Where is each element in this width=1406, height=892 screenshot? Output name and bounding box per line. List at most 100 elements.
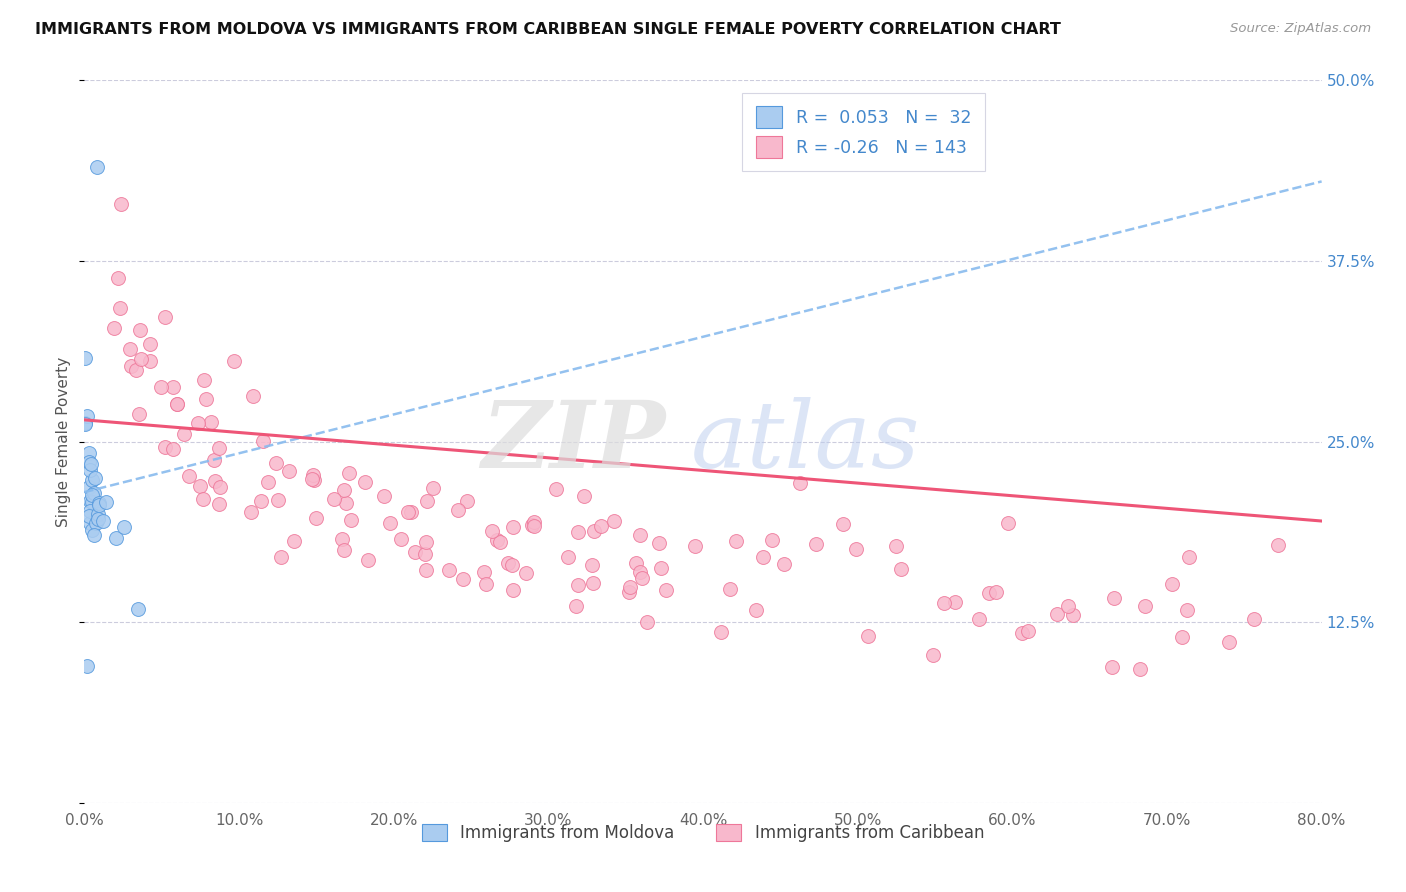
Point bbox=[91, 514, 114, 528]
Point bbox=[337, 466, 360, 480]
Point bbox=[79, 463, 101, 477]
Point bbox=[112, 520, 135, 534]
Point bbox=[1161, 577, 1184, 591]
Point bbox=[242, 389, 264, 403]
Point bbox=[283, 534, 305, 549]
Point bbox=[79, 516, 101, 530]
Point bbox=[323, 492, 346, 507]
Point bbox=[648, 536, 671, 550]
Point bbox=[943, 595, 966, 609]
Point bbox=[451, 572, 474, 586]
Point bbox=[83, 528, 105, 542]
Point bbox=[188, 479, 211, 493]
Point bbox=[761, 533, 783, 547]
Point bbox=[591, 519, 613, 533]
Point bbox=[87, 512, 110, 526]
Point bbox=[567, 524, 589, 539]
Point bbox=[305, 511, 328, 525]
Point bbox=[166, 397, 188, 411]
Point bbox=[107, 271, 129, 285]
Point bbox=[195, 392, 218, 406]
Point bbox=[565, 599, 588, 613]
Point bbox=[856, 629, 879, 643]
Point bbox=[155, 310, 177, 325]
Point bbox=[619, 580, 641, 594]
Point bbox=[1057, 599, 1080, 613]
Point bbox=[173, 427, 195, 442]
Point bbox=[333, 483, 356, 497]
Point bbox=[138, 354, 160, 368]
Point bbox=[239, 505, 262, 519]
Point bbox=[335, 496, 357, 510]
Point bbox=[831, 516, 853, 531]
Point bbox=[396, 505, 419, 519]
Point bbox=[628, 565, 651, 579]
Point bbox=[890, 562, 912, 576]
Point bbox=[718, 582, 741, 597]
Legend: Immigrants from Moldova, Immigrants from Caribbean: Immigrants from Moldova, Immigrants from… bbox=[415, 817, 991, 848]
Point bbox=[270, 550, 292, 565]
Point bbox=[1102, 591, 1125, 605]
Point bbox=[415, 535, 437, 549]
Point bbox=[84, 516, 107, 531]
Point bbox=[1129, 662, 1152, 676]
Point bbox=[1062, 607, 1084, 622]
Point bbox=[631, 571, 654, 585]
Point bbox=[332, 543, 354, 558]
Point bbox=[138, 337, 160, 351]
Point bbox=[378, 516, 401, 530]
Point bbox=[86, 160, 108, 174]
Point bbox=[1101, 660, 1123, 674]
Point bbox=[1175, 602, 1198, 616]
Point bbox=[83, 485, 105, 500]
Point bbox=[489, 534, 512, 549]
Point bbox=[87, 496, 110, 510]
Point bbox=[502, 582, 524, 597]
Point bbox=[574, 489, 596, 503]
Point bbox=[1017, 624, 1039, 638]
Point bbox=[75, 416, 97, 430]
Point bbox=[523, 515, 546, 529]
Y-axis label: Single Female Poverty: Single Female Poverty bbox=[56, 357, 72, 526]
Point bbox=[120, 359, 142, 373]
Point bbox=[209, 480, 232, 494]
Point bbox=[437, 563, 460, 577]
Point bbox=[125, 363, 148, 377]
Point bbox=[501, 558, 523, 572]
Point bbox=[301, 467, 323, 482]
Point bbox=[301, 472, 323, 486]
Point bbox=[984, 584, 1007, 599]
Point bbox=[583, 524, 606, 538]
Point bbox=[87, 498, 110, 512]
Point bbox=[710, 625, 733, 640]
Point bbox=[389, 533, 412, 547]
Point bbox=[204, 453, 226, 467]
Point bbox=[330, 532, 353, 546]
Point bbox=[104, 531, 127, 545]
Point bbox=[581, 558, 603, 572]
Point bbox=[447, 502, 470, 516]
Point bbox=[624, 557, 647, 571]
Point bbox=[1133, 599, 1156, 614]
Point bbox=[415, 494, 437, 508]
Point bbox=[1171, 630, 1194, 644]
Point bbox=[557, 550, 579, 565]
Point bbox=[84, 471, 107, 485]
Point bbox=[80, 495, 103, 509]
Point bbox=[110, 197, 132, 211]
Point bbox=[502, 519, 524, 533]
Point bbox=[997, 516, 1019, 530]
Point bbox=[475, 576, 498, 591]
Point bbox=[520, 518, 543, 533]
Point bbox=[630, 528, 652, 542]
Point bbox=[401, 505, 423, 519]
Point bbox=[485, 533, 508, 547]
Point bbox=[339, 513, 361, 527]
Point bbox=[264, 456, 287, 470]
Point bbox=[191, 492, 214, 507]
Point bbox=[354, 475, 377, 490]
Point bbox=[128, 407, 150, 421]
Point bbox=[252, 434, 274, 448]
Point bbox=[118, 342, 141, 356]
Point bbox=[745, 603, 768, 617]
